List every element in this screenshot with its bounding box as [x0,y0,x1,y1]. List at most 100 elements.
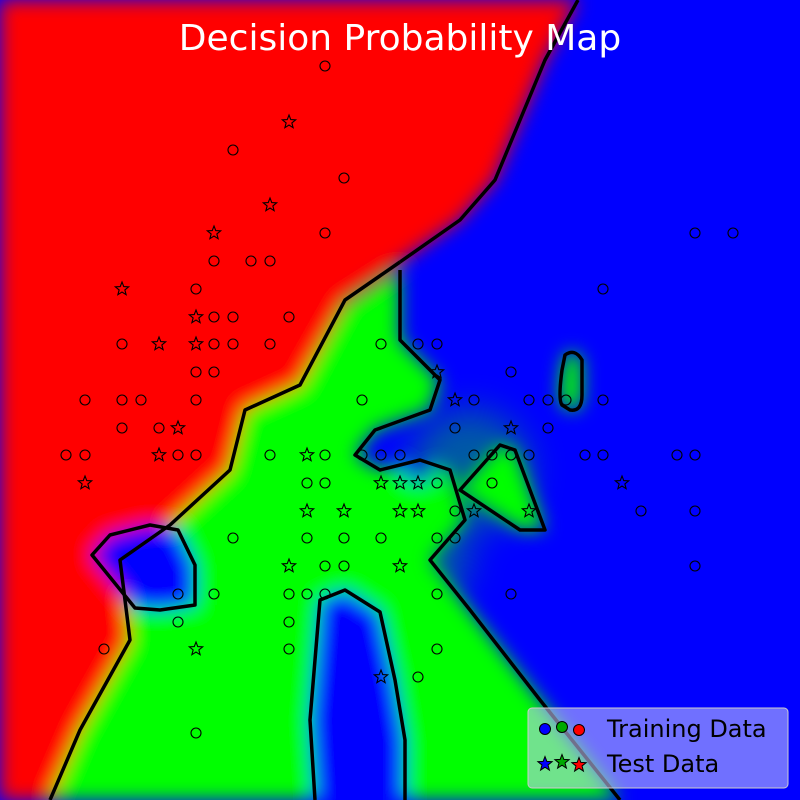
training-point [172,449,184,461]
training-point [505,449,517,461]
points-layer [60,60,739,739]
training-point [597,449,609,461]
training-point [208,338,220,350]
training-point [245,255,257,267]
training-point [172,588,184,600]
training-point [375,338,387,350]
training-point [208,311,220,323]
training-point [597,394,609,406]
training-point [394,449,406,461]
training-point [338,532,350,544]
training-point [319,60,331,72]
training-point [319,227,331,239]
training-point [135,394,147,406]
training-point [264,255,276,267]
training-point [319,449,331,461]
training-point [727,227,739,239]
legend-test-marker [553,753,571,770]
training-point [431,338,443,350]
training-point [227,338,239,350]
boundary-blob-left [90,523,197,612]
test-point [298,446,316,462]
training-point [60,449,72,461]
test-point [372,474,390,490]
training-point [689,505,701,517]
boundary-green-capsule [558,350,584,412]
green-capsule [560,352,582,411]
training-point [579,449,591,461]
training-point [338,172,350,184]
training-point [227,532,239,544]
training-point [301,588,313,600]
test-point [187,335,205,351]
training-point [356,449,368,461]
legend: Training Data Test Data [527,707,789,789]
training-point [523,394,535,406]
training-point [597,283,609,295]
boundary-green-patch [458,443,547,532]
training-point [375,449,387,461]
training-point [375,532,387,544]
training-point [431,477,443,489]
training-point [190,283,202,295]
test-point [335,502,353,518]
training-point [486,477,498,489]
training-point [412,671,424,683]
legend-train-marker-green [556,721,568,733]
training-point [98,643,110,655]
training-point [319,588,331,600]
decision-boundaries [48,0,622,800]
test-point [113,280,131,296]
green-region [40,270,620,800]
training-point [505,366,517,378]
test-point [409,474,427,490]
training-point [449,505,461,517]
test-point [205,224,223,240]
training-point [412,338,424,350]
training-point [505,588,517,600]
boundary-red-blue [398,0,580,264]
test-point [169,419,187,435]
training-point [431,643,443,655]
training-point [190,727,202,739]
test-point [465,502,483,518]
boundary-green-blue [353,270,622,800]
training-point [116,422,128,434]
training-point [153,422,165,434]
blue-blob-left [92,525,195,610]
training-point [301,477,313,489]
training-point [208,366,220,378]
training-point [486,449,498,461]
training-point [689,449,701,461]
training-point [283,643,295,655]
training-point [227,311,239,323]
blue-tongue-bottom [310,590,405,800]
legend-test-marker [570,756,588,773]
boundary-red-green [48,260,401,800]
training-point [190,449,202,461]
legend-test-markers [536,753,588,773]
training-point [283,588,295,600]
training-point [431,532,443,544]
chart-title: Decision Probability Map [179,18,621,59]
test-point [187,640,205,656]
training-point [190,366,202,378]
test-point [391,502,409,518]
training-point [635,505,647,517]
legend-box [527,707,789,789]
training-point [542,394,554,406]
legend-train-marker-blue [539,723,551,735]
legend-test-marker [536,755,554,772]
training-point [227,144,239,156]
training-point [208,588,220,600]
training-point [449,422,461,434]
test-point [446,391,464,407]
legend-label-training: Training Data [606,715,767,743]
training-point [79,449,91,461]
training-point [190,394,202,406]
training-point [319,560,331,572]
test-point [520,502,538,518]
test-point [391,474,409,490]
training-point [449,532,461,544]
